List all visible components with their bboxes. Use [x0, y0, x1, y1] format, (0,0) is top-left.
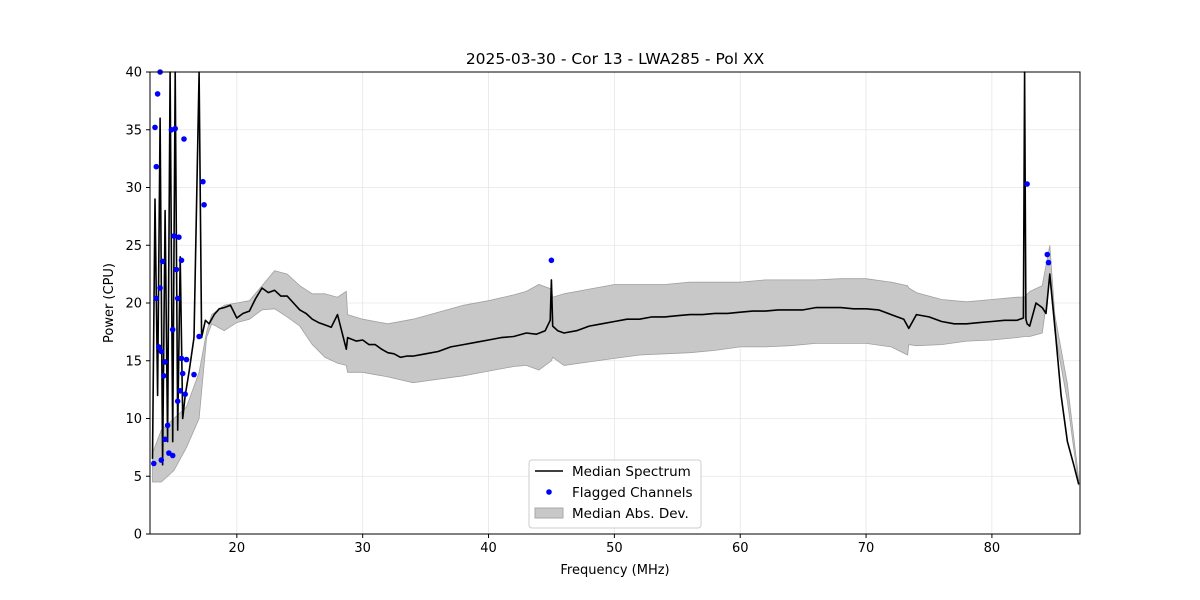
legend-point-swatch [546, 489, 552, 495]
x-tick-label: 70 [858, 541, 875, 556]
y-axis: 0 5 10 15 20 25 30 35 40 [125, 66, 150, 543]
flagged-channel-point [177, 388, 183, 394]
flagged-channel-point [151, 460, 157, 467]
median-spectrum-line [151, 71, 1080, 485]
flagged-channel-point [169, 452, 176, 459]
flagged-channel-point [173, 266, 180, 273]
flagged-channel-point [171, 233, 177, 239]
flagged-channel-point [179, 370, 186, 377]
flagged-channel-point [159, 258, 166, 265]
flagged-channel-point [183, 356, 190, 363]
flagged-channel-point [152, 124, 158, 131]
y-tick-label: 20 [125, 297, 142, 312]
x-tick-label: 60 [732, 541, 749, 556]
flagged-channel-point [181, 136, 187, 142]
y-tick-label: 35 [125, 123, 142, 138]
x-tick-label: 50 [606, 541, 623, 556]
flagged-channel-point [169, 326, 176, 333]
x-axis: 20 30 40 50 60 70 80 [229, 534, 1001, 556]
flagged-channel-point [154, 91, 161, 97]
flagged-channel-point [176, 234, 182, 240]
flagged-points-layer [151, 69, 1052, 467]
legend-area-swatch [534, 507, 564, 519]
flagged-channel-point [158, 348, 165, 355]
chart-title: 2025-03-30 - Cor 13 - LWA285 - Pol XX [466, 50, 765, 68]
y-tick-label: 0 [134, 528, 142, 543]
y-tick-label: 30 [125, 181, 142, 196]
y-tick-label: 25 [125, 239, 142, 254]
flagged-channel-point [191, 371, 197, 378]
x-axis-label: Frequency (MHz) [560, 563, 669, 578]
y-tick-label: 5 [134, 470, 142, 485]
legend: Median Spectrum Flagged Channels Median … [528, 459, 702, 529]
flagged-channel-point [172, 125, 178, 132]
flagged-channel-point [1044, 251, 1051, 258]
flagged-channel-point [161, 373, 167, 379]
legend-box [528, 459, 702, 529]
legend-label-flagged-channels: Flagged Channels [572, 485, 693, 501]
flagged-channel-point [178, 257, 185, 264]
flagged-channel-point [174, 398, 181, 405]
flagged-channel-point [157, 285, 163, 291]
x-tick-label: 80 [984, 541, 1001, 556]
y-tick-label: 40 [125, 66, 142, 81]
flagged-channel-point [158, 457, 165, 463]
flagged-channel-point [178, 355, 185, 362]
mad-band-layer [152, 245, 1080, 486]
x-tick-label: 20 [229, 541, 246, 556]
flagged-channel-point [156, 344, 162, 350]
flagged-channel-point [200, 178, 206, 185]
legend-label-median-abs-dev: Median Abs. Dev. [572, 506, 689, 522]
y-axis-label: Power (CPU) [102, 263, 117, 343]
x-tick-label: 40 [480, 541, 497, 556]
flagged-channel-point [196, 333, 202, 340]
flagged-channel-point [162, 436, 168, 443]
y-tick-label: 15 [125, 354, 142, 369]
flagged-channel-point [1045, 259, 1052, 266]
flagged-channel-point [182, 391, 188, 398]
legend-label-median-spectrum: Median Spectrum [572, 464, 691, 480]
x-tick-label: 30 [354, 541, 371, 556]
median-abs-dev-band [152, 245, 1080, 486]
flagged-channel-point [153, 163, 160, 170]
y-tick-label: 10 [125, 412, 142, 427]
flagged-channel-point [1024, 181, 1030, 187]
flagged-channel-point [174, 295, 181, 302]
flagged-channel-point [548, 257, 555, 264]
flagged-channel-point [164, 422, 171, 429]
flagged-channel-point [162, 359, 168, 365]
median-line-layer [151, 71, 1080, 485]
flagged-channel-point [201, 202, 207, 208]
flagged-channel-point [153, 295, 160, 302]
